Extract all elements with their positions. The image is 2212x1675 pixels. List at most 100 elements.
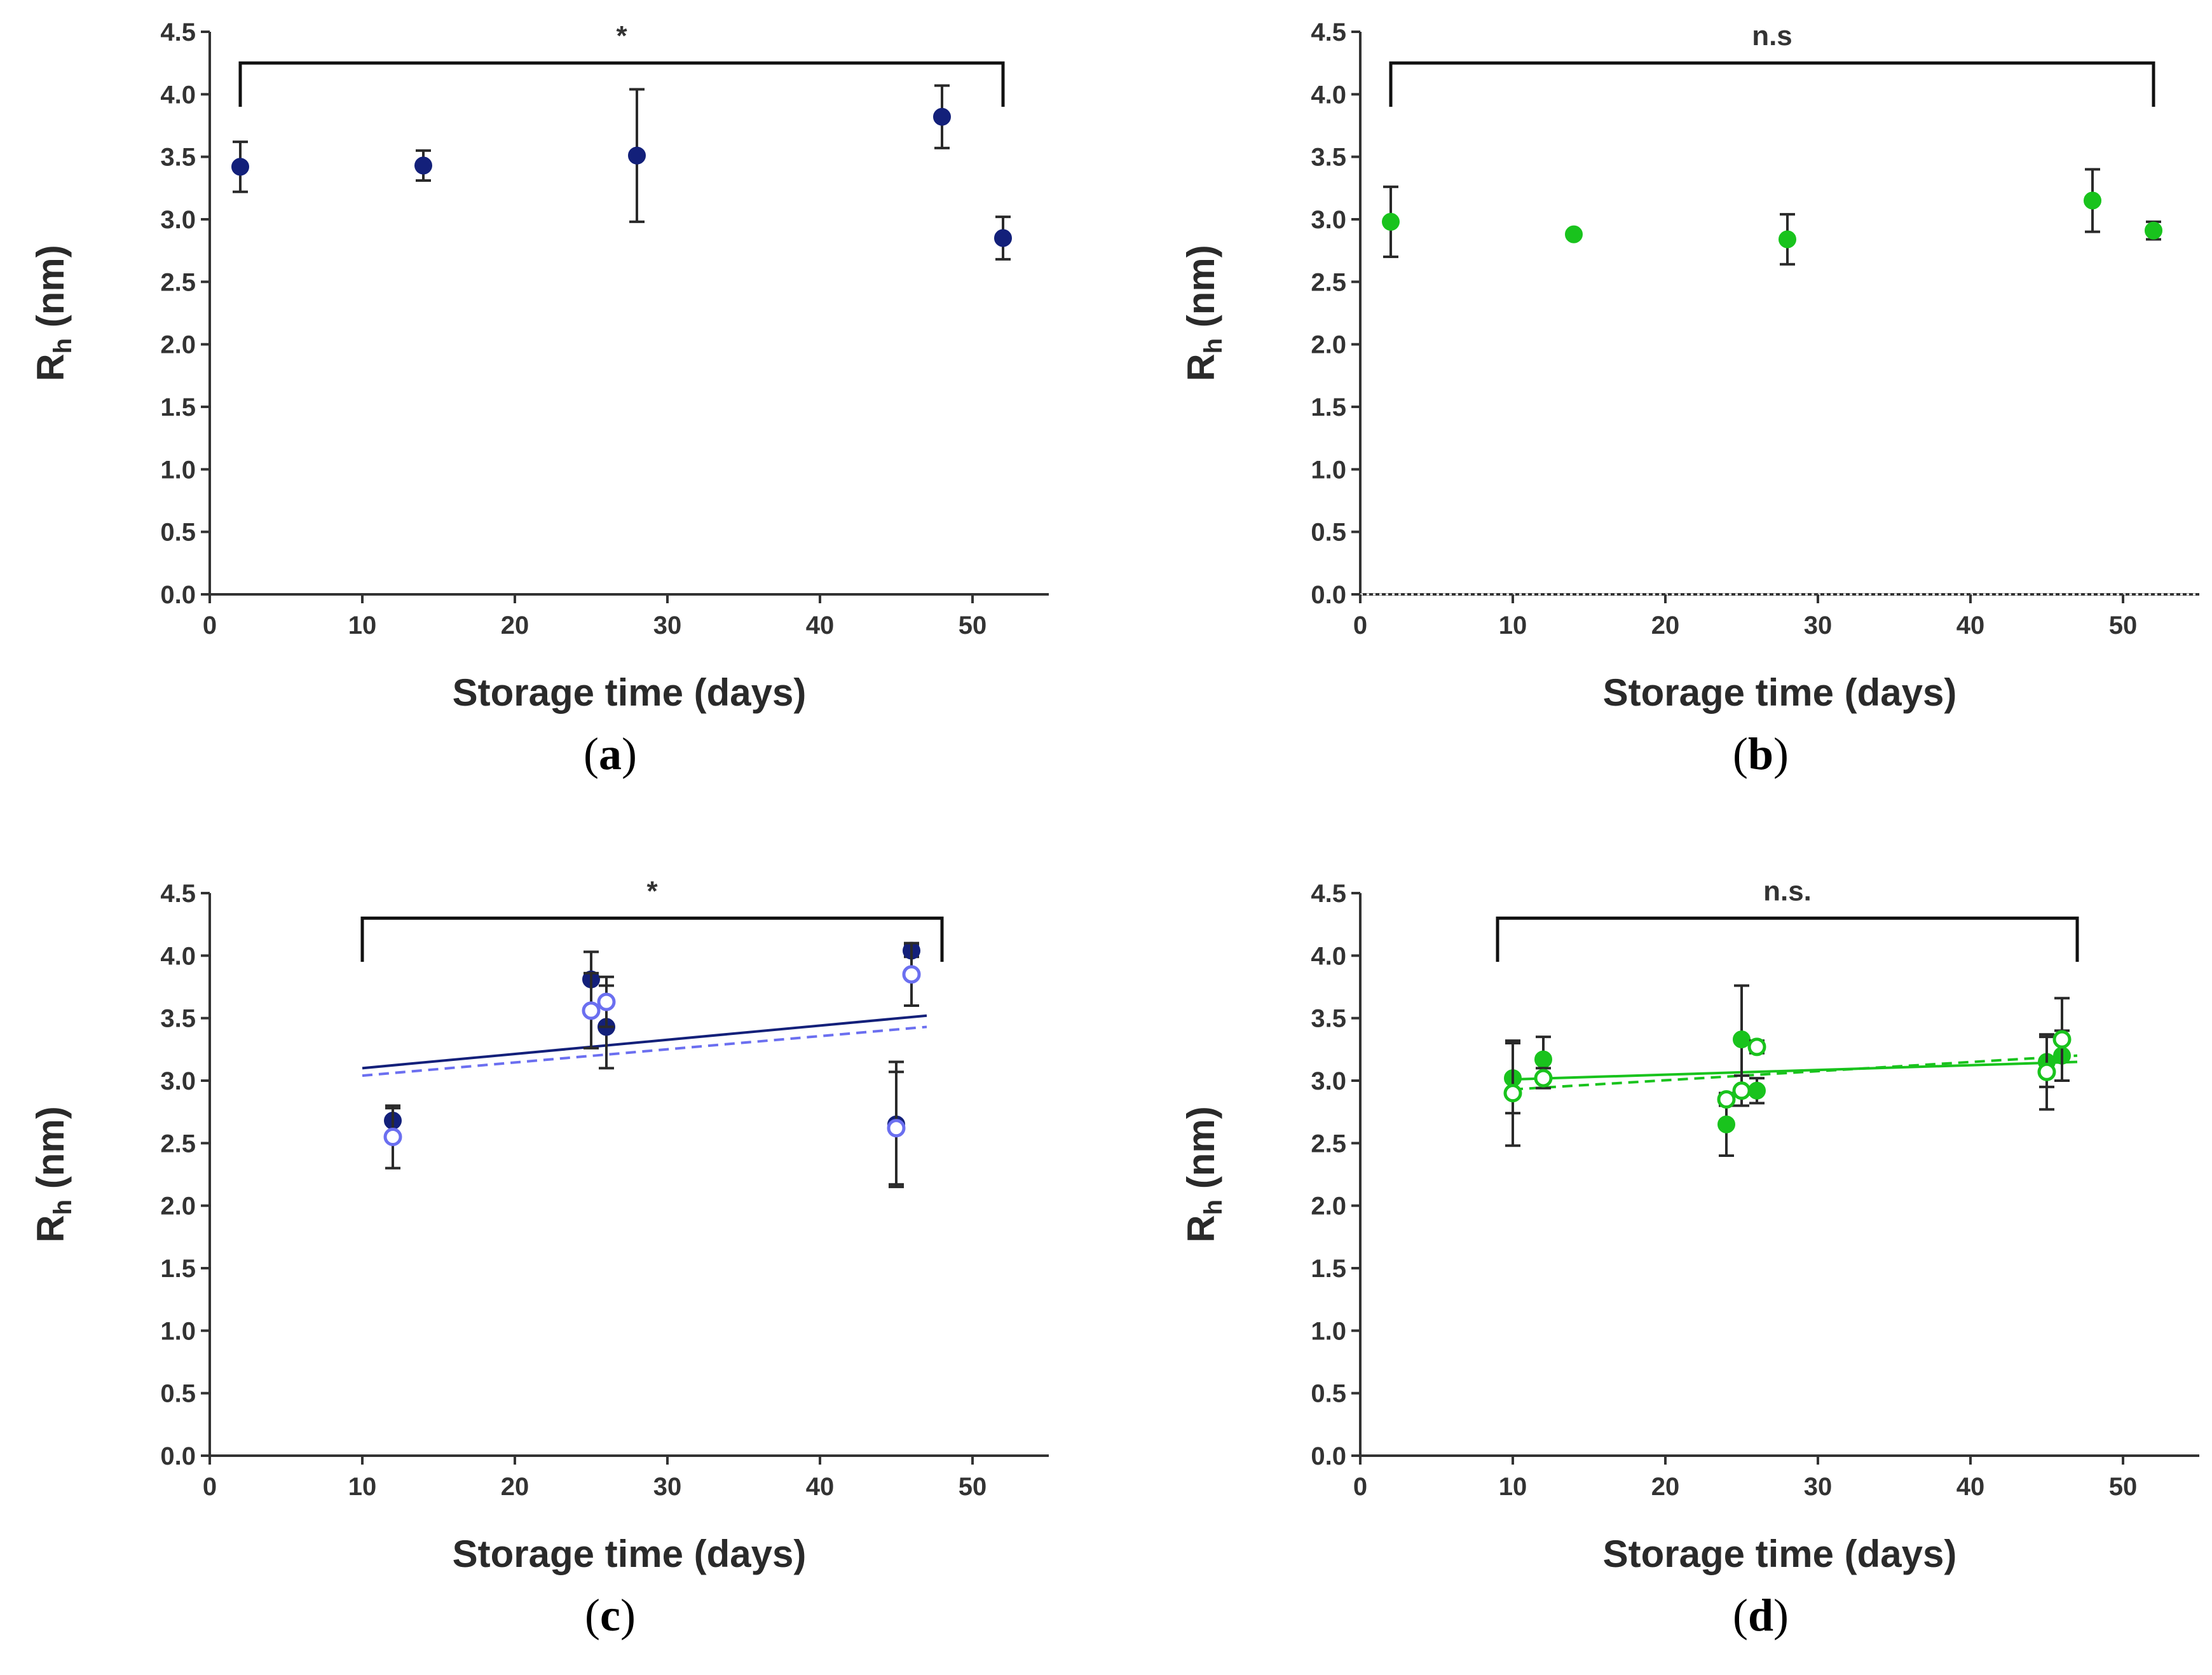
y-tick-label: 3.5 [1311, 144, 1346, 172]
y-tick-label: 2.0 [160, 331, 196, 359]
y-tick-label: 0.5 [160, 1380, 196, 1408]
y-tick-label: 2.0 [160, 1193, 196, 1220]
y-axis-title-symbol: R [1180, 353, 1222, 381]
y-tick-label: 3.0 [160, 1067, 196, 1095]
x-tick-label: 0 [1353, 612, 1367, 639]
x-axis-title: Storage time (days) [453, 671, 807, 714]
data-point-open [383, 1128, 402, 1146]
x-axis-title: Storage time (days) [1603, 1533, 1957, 1575]
panel-caption: (a) [584, 728, 637, 779]
x-tick-label: 0 [1353, 1473, 1367, 1501]
x-tick-label: 10 [1499, 612, 1527, 639]
y-tick-label: 1.0 [1311, 456, 1346, 484]
y-tick-label: 3.5 [160, 1005, 196, 1033]
x-tick-label: 50 [2109, 612, 2138, 639]
y-axis-title-unit: (nm) [29, 245, 72, 338]
caption-letter: a [599, 728, 622, 779]
data-point [231, 158, 249, 176]
panel-d: 0.0 0.5 1.0 1.5 2.0 2.5 3.0 3.5 4.0 4.5 0 10 20 30 40 5… [1180, 875, 2199, 1641]
data-point-open [1732, 1081, 1751, 1100]
data-point [2145, 221, 2162, 240]
x-tick-label: 20 [501, 612, 529, 639]
x-tick-label: 40 [1956, 1473, 1985, 1501]
caption-paren-open: ( [1733, 1590, 1748, 1641]
y-tick-label: 2.5 [160, 1130, 196, 1158]
caption-paren-open: ( [1733, 728, 1748, 779]
significance-bracket [1496, 916, 2079, 962]
y-axis-title: Rh (nm) [1180, 1106, 1227, 1242]
fit-line-fit-open [362, 1025, 927, 1077]
x-tick-label: 50 [2109, 1473, 2138, 1501]
significance-label: n.s [1752, 20, 1792, 51]
y-tick-label: 0.0 [160, 581, 196, 609]
caption-paren-close: ) [1773, 1590, 1789, 1641]
series-filled-navy [384, 941, 920, 1189]
data-point [2084, 191, 2101, 210]
y-tick-label: 0.0 [160, 1442, 196, 1470]
y-axis-title-unit: (nm) [1180, 245, 1222, 338]
data-point [1733, 1030, 1751, 1049]
y-axis-title-subscript: h [49, 338, 77, 353]
x-tick-label: 30 [1804, 612, 1833, 639]
y-tick-label: 4.5 [160, 18, 196, 46]
y-axis-title-symbol: R [29, 1215, 72, 1242]
series-open-green [1503, 997, 2072, 1147]
data-point [1565, 225, 1583, 243]
fit-line-fit-open [1512, 1054, 2078, 1091]
y-tick-label: 2.0 [1311, 331, 1346, 359]
significance-bracket [238, 61, 1005, 107]
x-tick-label: 10 [348, 612, 377, 639]
panel-caption: (b) [1733, 728, 1789, 779]
data-point [1717, 1115, 1735, 1133]
x-tick-label: 30 [1804, 1473, 1833, 1501]
x-axis-title: Storage time (days) [453, 1533, 807, 1575]
y-tick-label: 0.5 [1311, 519, 1346, 547]
panel-caption: (c) [585, 1590, 636, 1641]
y-tick-label: 2.5 [160, 268, 196, 296]
x-tick-label: 0 [203, 1473, 217, 1501]
data-point [628, 146, 646, 165]
y-tick-label: 0.5 [1311, 1380, 1346, 1408]
x-tick-label: 40 [806, 612, 835, 639]
caption-letter: b [1748, 728, 1773, 779]
y-tick-label: 4.5 [1311, 880, 1346, 908]
y-axis-title-symbol: R [29, 353, 72, 381]
panel-a: 0.0 0.5 1.0 1.5 2.0 2.5 3.0 3.5 4.0 4.5 0 10 20 30 40 5… [29, 18, 1049, 779]
y-tick-label: 3.0 [1311, 1067, 1346, 1095]
y-axis-title-symbol: R [1180, 1215, 1222, 1242]
data-point-open [2052, 1030, 2072, 1049]
data-point [414, 156, 432, 175]
data-point-open [902, 965, 921, 984]
y-tick-label: 4.0 [1311, 81, 1346, 109]
x-tick-label: 20 [501, 1473, 529, 1501]
y-axis-title: Rh (nm) [1180, 245, 1227, 381]
y-tick-label: 1.5 [160, 1255, 196, 1283]
panel-b: 0.0 0.5 1.0 1.5 2.0 2.5 3.0 3.5 4.0 4.5 0 10 20 30 40 5… [1180, 18, 2199, 779]
x-tick-label: 10 [1499, 1473, 1527, 1501]
y-tick-label: 1.5 [1311, 393, 1346, 421]
significance-label: * [646, 875, 658, 906]
y-tick-label: 3.5 [160, 144, 196, 172]
y-axis-title: Rh (nm) [29, 1106, 77, 1242]
y-tick-label: 1.5 [1311, 1255, 1346, 1283]
x-axis-title: Storage time (days) [1603, 671, 1957, 714]
y-tick-label: 4.0 [160, 942, 196, 970]
x-tick-label: 30 [653, 1473, 682, 1501]
x-tick-label: 40 [1956, 612, 1985, 639]
series-open-blue [383, 941, 921, 1186]
significance-bracket [1389, 61, 2155, 107]
y-tick-label: 4.5 [160, 880, 196, 908]
data-point-open [1503, 1084, 1522, 1103]
y-tick-label: 3.0 [1311, 206, 1346, 234]
x-tick-label: 40 [806, 1473, 835, 1501]
series-filled-green [1382, 168, 2162, 266]
y-tick-label: 0.5 [160, 519, 196, 547]
data-point-open [1717, 1090, 1736, 1109]
y-tick-label: 4.0 [1311, 942, 1346, 970]
fit-line-fit-filled [362, 1014, 927, 1070]
data-point-open [1747, 1037, 1766, 1056]
significance-label: * [616, 20, 627, 51]
caption-paren-open: ( [585, 1590, 600, 1641]
data-point-open [887, 1119, 906, 1138]
